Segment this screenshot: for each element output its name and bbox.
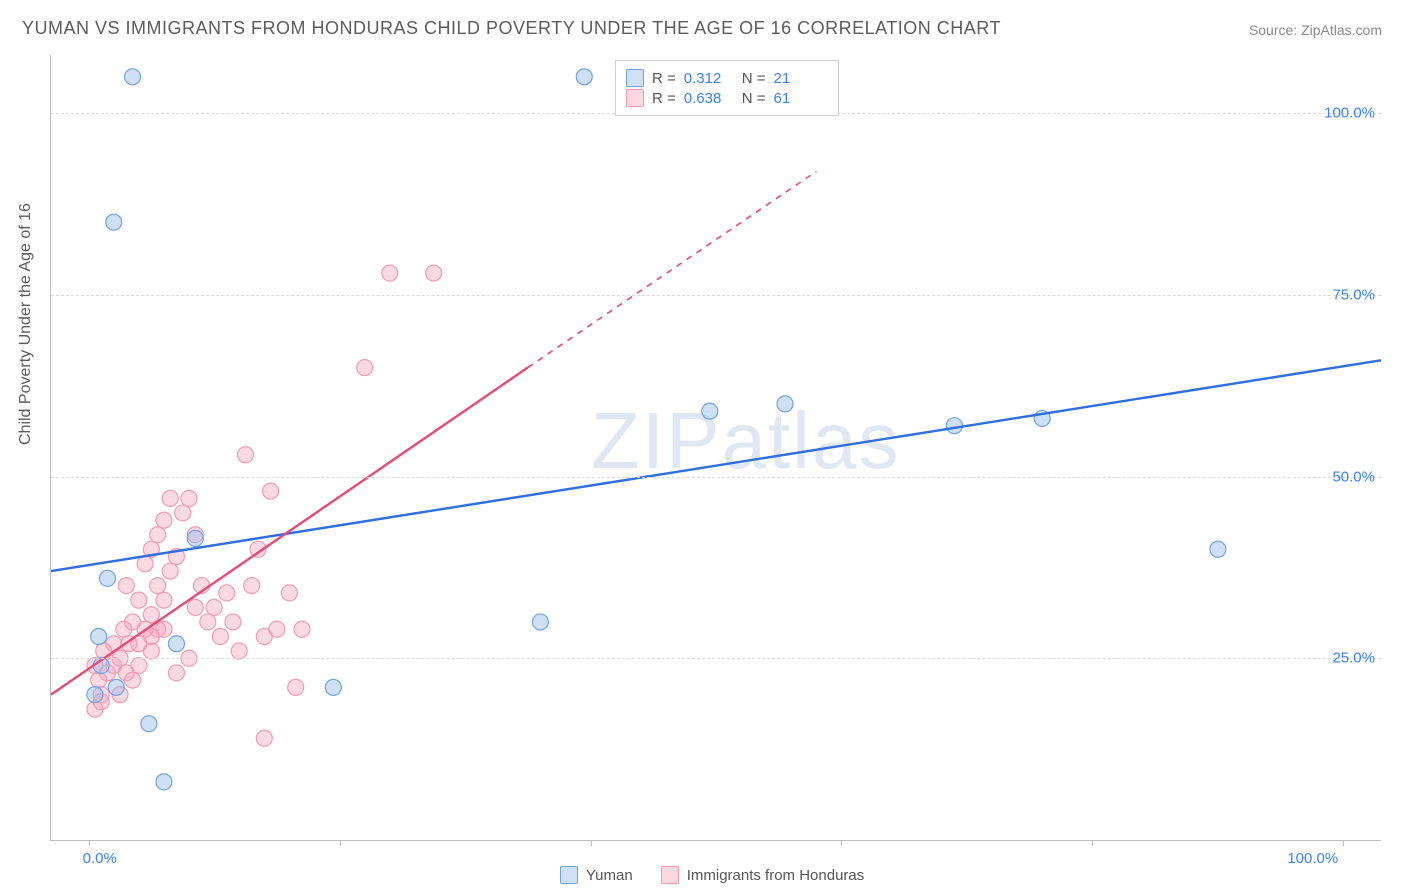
pink-point xyxy=(244,578,260,594)
gridline xyxy=(51,658,1381,659)
pink-point xyxy=(187,599,203,615)
pink-point xyxy=(143,607,159,623)
x-tick xyxy=(1092,840,1093,846)
legend-r-value: 0.312 xyxy=(684,70,734,87)
pink-point xyxy=(156,512,172,528)
chart-svg xyxy=(51,55,1381,840)
chart-title: YUMAN VS IMMIGRANTS FROM HONDURAS CHILD … xyxy=(22,18,1001,39)
gridline xyxy=(51,477,1381,478)
y-tick-label: 75.0% xyxy=(1332,286,1375,303)
pink-point xyxy=(162,490,178,506)
pink-point xyxy=(162,563,178,579)
pink-point xyxy=(269,621,285,637)
legend-r-value: 0.638 xyxy=(684,90,734,107)
pink-point xyxy=(168,665,184,681)
legend-row: R = 0.312 N = 21 xyxy=(626,69,824,87)
pink-point xyxy=(219,585,235,601)
blue-point xyxy=(946,418,962,434)
pink-point xyxy=(256,730,272,746)
pink-point xyxy=(143,643,159,659)
pink-point xyxy=(106,636,122,652)
y-axis-title: Child Poverty Under the Age of 16 xyxy=(17,203,35,445)
blue-point xyxy=(1210,541,1226,557)
blue-point xyxy=(99,570,115,586)
legend-row: R = 0.638 N = 61 xyxy=(626,89,824,107)
pink-point xyxy=(150,578,166,594)
source-label: Source: ZipAtlas.com xyxy=(1249,22,1382,38)
legend-n-value: 21 xyxy=(774,70,824,87)
blue-point xyxy=(156,774,172,790)
blue-point xyxy=(106,214,122,230)
pink-point xyxy=(288,679,304,695)
gridline xyxy=(51,295,1381,296)
pink-point xyxy=(294,621,310,637)
pink-point xyxy=(382,265,398,281)
x-tick xyxy=(591,840,592,846)
y-tick-label: 100.0% xyxy=(1324,105,1375,122)
y-tick-label: 50.0% xyxy=(1332,468,1375,485)
legend-r-label: R = xyxy=(652,90,676,107)
blue-point xyxy=(125,69,141,85)
y-tick-label: 25.0% xyxy=(1332,650,1375,667)
pink-trendline-extrapolated xyxy=(528,171,817,367)
pink-point xyxy=(263,483,279,499)
pink-point xyxy=(175,505,191,521)
plot-area: ZIPatlas 25.0%50.0%75.0%100.0% xyxy=(50,55,1381,841)
pink-point xyxy=(206,599,222,615)
x-tick xyxy=(340,840,341,846)
pink-point xyxy=(225,614,241,630)
pink-point xyxy=(118,578,134,594)
series-legend-item: Yuman xyxy=(560,866,633,884)
pink-point xyxy=(237,447,253,463)
pink-point xyxy=(357,360,373,376)
pink-point xyxy=(212,628,228,644)
pink-point xyxy=(125,672,141,688)
x-tick-label: 100.0% xyxy=(1287,850,1338,867)
legend-swatch xyxy=(560,866,578,884)
series-legend-label: Immigrants from Honduras xyxy=(687,867,865,884)
pink-point xyxy=(231,643,247,659)
pink-point xyxy=(131,592,147,608)
blue-point xyxy=(108,679,124,695)
pink-point xyxy=(150,527,166,543)
x-tick xyxy=(841,840,842,846)
legend-n-value: 61 xyxy=(774,90,824,107)
blue-point xyxy=(168,636,184,652)
pink-point xyxy=(181,490,197,506)
blue-point xyxy=(702,403,718,419)
legend-r-label: R = xyxy=(652,70,676,87)
blue-point xyxy=(325,679,341,695)
series-legend: Yuman Immigrants from Honduras xyxy=(560,866,864,884)
blue-point xyxy=(532,614,548,630)
x-tick-label: 0.0% xyxy=(83,850,117,867)
legend-swatch xyxy=(661,866,679,884)
pink-point xyxy=(156,621,172,637)
blue-point xyxy=(141,716,157,732)
legend-n-label: N = xyxy=(742,90,766,107)
legend-swatch xyxy=(626,89,644,107)
pink-point xyxy=(200,614,216,630)
blue-trendline xyxy=(51,360,1381,571)
blue-point xyxy=(576,69,592,85)
pink-point xyxy=(426,265,442,281)
x-tick xyxy=(1343,840,1344,846)
blue-point xyxy=(777,396,793,412)
series-legend-label: Yuman xyxy=(586,867,633,884)
series-legend-item: Immigrants from Honduras xyxy=(661,866,865,884)
legend-n-label: N = xyxy=(742,70,766,87)
blue-point xyxy=(187,530,203,546)
correlation-legend: R = 0.312 N = 21 R = 0.638 N = 61 xyxy=(615,60,839,116)
pink-trendline xyxy=(51,368,528,695)
pink-point xyxy=(156,592,172,608)
chart-container: YUMAN VS IMMIGRANTS FROM HONDURAS CHILD … xyxy=(0,0,1406,892)
legend-swatch xyxy=(626,69,644,87)
pink-point xyxy=(281,585,297,601)
x-tick xyxy=(89,840,90,846)
pink-point xyxy=(131,658,147,674)
blue-point xyxy=(91,628,107,644)
blue-point xyxy=(87,687,103,703)
